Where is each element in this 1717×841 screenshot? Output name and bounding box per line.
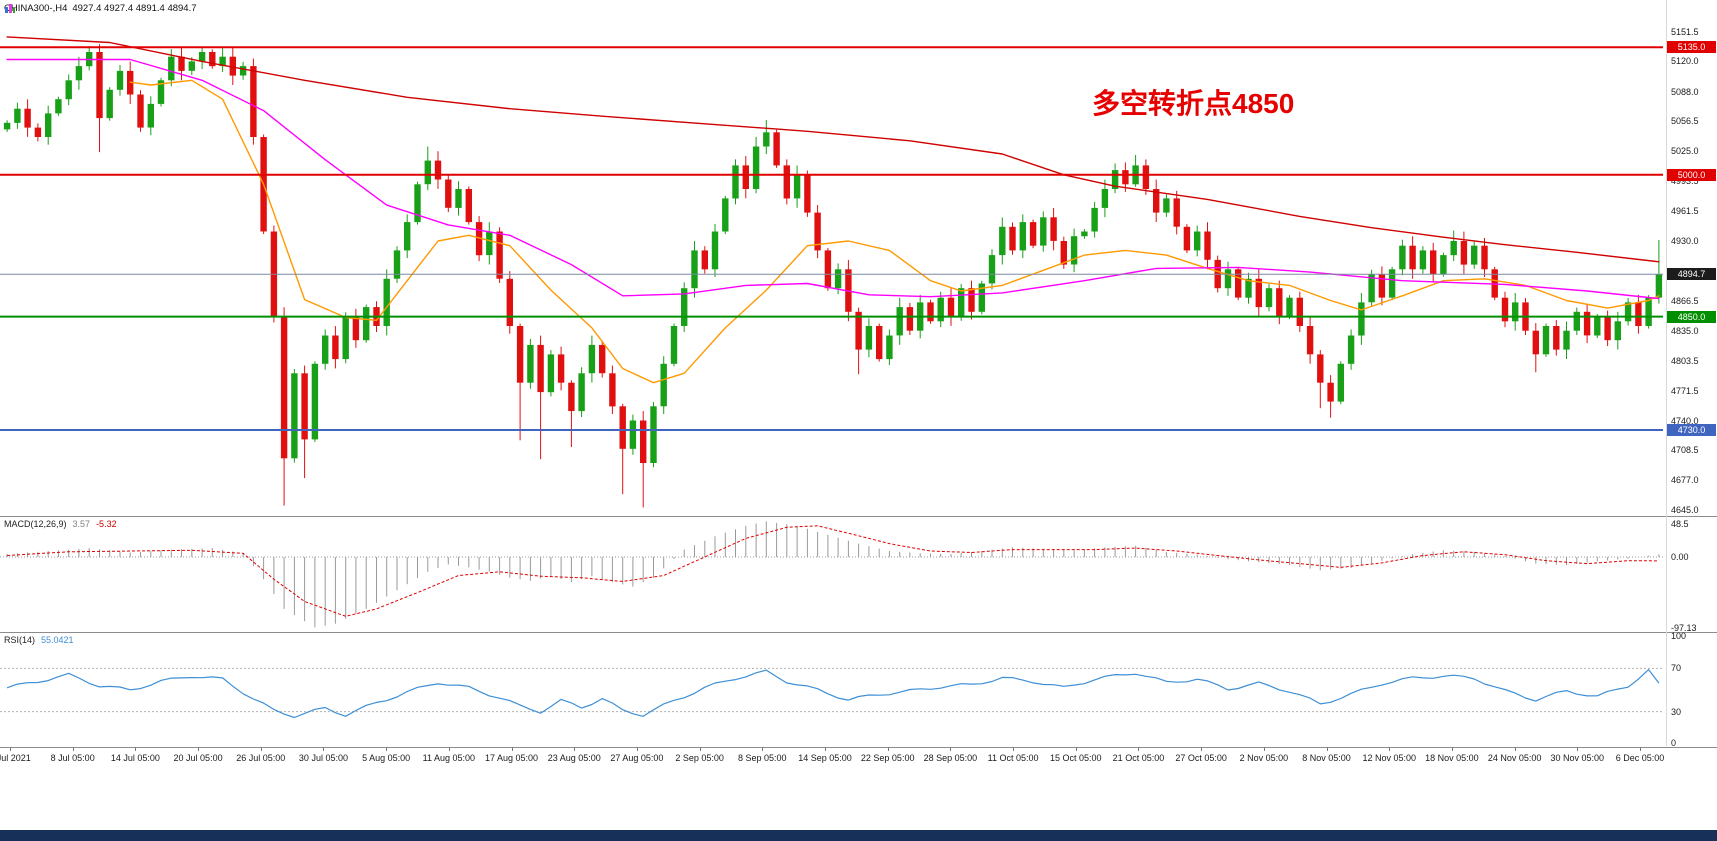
time-tick [950, 747, 952, 751]
time-tick [574, 747, 576, 751]
time-tick [1138, 747, 1140, 751]
symbol-header: CHINA300-,H4 4927.4 4927.4 4891.4 4894.7 [4, 3, 197, 14]
rsi-label: RSI(14) 55.0421 [4, 635, 74, 645]
macd-name: MACD(12,26,9) [4, 519, 67, 529]
time-label: 11 Oct 05:00 [987, 753, 1039, 763]
time-label: 28 Sep 05:00 [923, 753, 978, 763]
time-label: 30 Nov 05:00 [1550, 753, 1605, 763]
time-label: 8 Jul 05:00 [50, 753, 95, 763]
time-label: 14 Jul 05:00 [110, 753, 160, 763]
rsi-value: 55.0421 [41, 635, 74, 645]
time-label: 17 Aug 05:00 [485, 753, 539, 763]
annotation-text: 多空转折点4850 [1092, 88, 1295, 119]
time-label: 6 Dec 05:00 [1615, 753, 1665, 763]
rsi-indicator-chart[interactable] [0, 634, 1717, 747]
time-tick [72, 747, 74, 751]
time-label: 27 Oct 05:00 [1175, 753, 1227, 763]
time-tick [699, 747, 701, 751]
symbol-ohlc-values: 4927.4 4927.4 4891.4 4894.7 [72, 3, 197, 14]
time-label: 20 Jul 05:00 [173, 753, 223, 763]
time-label: 23 Aug 05:00 [547, 753, 601, 763]
time-label: 11 Aug 05:00 [422, 753, 476, 763]
time-label: 12 Nov 05:00 [1362, 753, 1416, 763]
time-label: 26 Jul 05:00 [236, 753, 286, 763]
time-tick [1263, 747, 1265, 751]
panel-separator [0, 516, 1717, 517]
time-tick [636, 747, 638, 751]
chart-icon [5, 3, 15, 13]
time-label: 18 Nov 05:00 [1425, 753, 1479, 763]
time-label: 22 Sep 05:00 [860, 753, 915, 763]
time-tick [1389, 747, 1391, 751]
candlestick-chart[interactable] [0, 0, 1717, 517]
time-tick [887, 747, 889, 751]
time-axis[interactable]: 2 Jul 2021 8 Jul 05:00 14 Jul 05:00 20 Jul … [0, 747, 1717, 769]
time-label: 27 Aug 05:00 [610, 753, 664, 763]
time-tick [448, 747, 450, 751]
time-tick [386, 747, 388, 751]
time-tick [825, 747, 826, 751]
time-label: 14 Sep 05:00 [798, 753, 852, 763]
macd-signal-value: -5.32 [96, 519, 117, 529]
time-tick [1326, 747, 1328, 751]
time-tick [198, 747, 200, 751]
time-tick [1514, 747, 1516, 751]
macd-indicator-chart[interactable] [0, 519, 1717, 632]
rsi-name: RSI(14) [4, 635, 36, 645]
time-label: 21 Oct 05:00 [1112, 753, 1165, 763]
taskbar[interactable] [0, 830, 1717, 841]
time-tick [1013, 747, 1015, 751]
time-tick [1577, 747, 1579, 751]
time-tick [10, 747, 11, 751]
time-axis-separator [0, 747, 1717, 748]
time-tick [260, 747, 262, 751]
time-label: 8 Sep 05:00 [738, 753, 787, 763]
time-label: 2 Sep 05:00 [675, 753, 724, 763]
time-tick [762, 747, 764, 751]
time-label: 5 Aug 05:00 [362, 753, 411, 763]
time-tick [1075, 747, 1077, 751]
time-label: 8 Nov 05:00 [1302, 753, 1351, 763]
panel-separator [0, 632, 1717, 633]
time-label: 24 Nov 05:00 [1487, 753, 1542, 763]
macd-main-value: 3.57 [72, 519, 91, 529]
time-tick [1640, 747, 1641, 751]
time-tick [135, 747, 137, 751]
time-tick [1451, 747, 1453, 751]
time-label: 15 Oct 05:00 [1049, 753, 1102, 763]
time-label: 2 Nov 05:00 [1239, 753, 1289, 763]
symbol-period-label: CHINA300-,H4 [4, 3, 68, 14]
macd-label: MACD(12,26,9) 3.57 -5.32 [4, 519, 117, 529]
time-tick [323, 747, 325, 751]
time-label: 30 Jul 05:00 [298, 753, 348, 763]
time-tick [1201, 747, 1203, 751]
time-tick [511, 747, 513, 751]
time-label: 2 Jul 2021 [0, 753, 31, 763]
price-axis-separator [1666, 0, 1667, 746]
